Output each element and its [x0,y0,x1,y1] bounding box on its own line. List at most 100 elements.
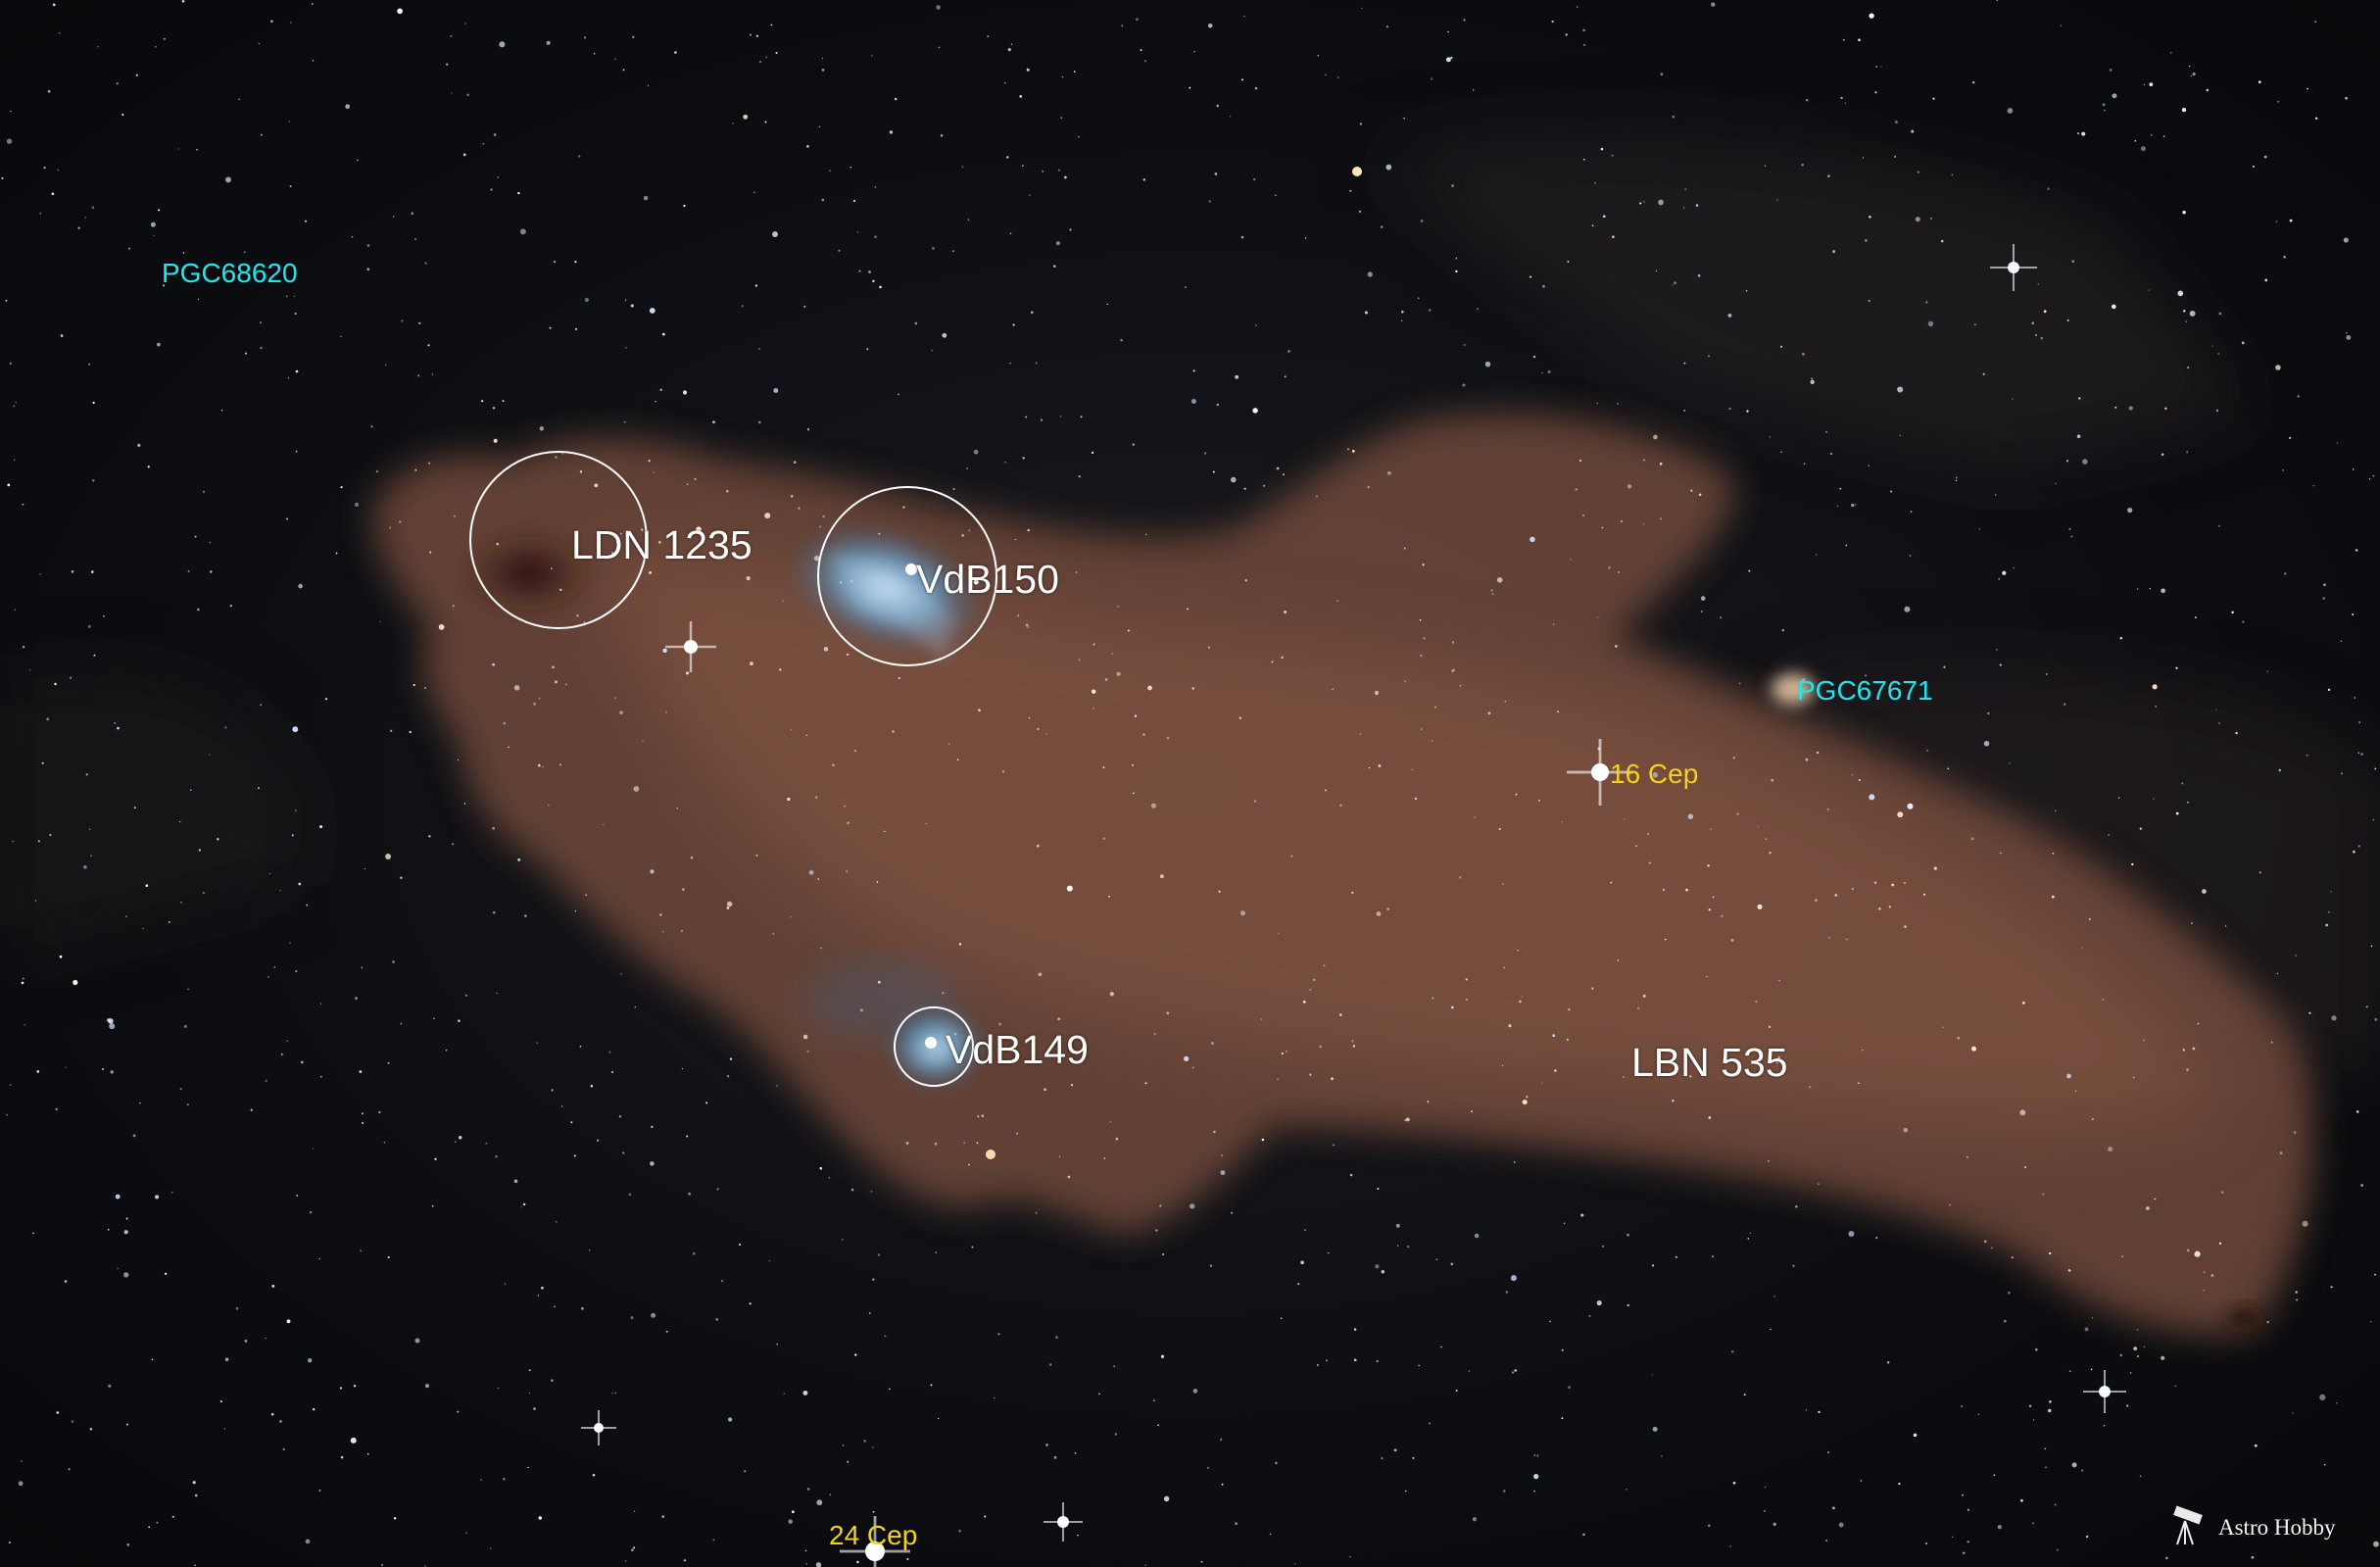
star [772,231,778,238]
star [2372,818,2375,821]
star [1097,1393,1100,1396]
star [1925,301,1928,304]
star [298,882,302,886]
star [1304,1229,1306,1231]
star [1802,678,1806,682]
star [1407,1246,1410,1249]
star [496,542,499,546]
star [2139,827,2142,830]
star [202,892,205,895]
star [497,176,500,178]
star [219,1400,222,1403]
star [1647,833,1649,835]
star [542,765,544,768]
star [2251,1555,2255,1559]
star [889,1388,891,1391]
star [2312,484,2315,487]
star [2283,255,2286,259]
star [88,828,91,830]
star [2356,1110,2359,1113]
star [2191,922,2193,924]
star [132,1134,136,1138]
star [1748,569,1751,572]
star [217,837,219,841]
star [387,1061,390,1064]
star [68,1468,71,1471]
star [1685,888,1688,892]
star [9,1084,12,1087]
star [775,51,778,55]
star [1045,1444,1048,1446]
star [1073,71,1076,73]
star [265,1079,267,1082]
star [457,1410,460,1413]
star [1120,339,1123,342]
star [1012,323,1015,326]
star [164,1272,168,1276]
star [1274,194,1277,197]
star [1061,75,1064,78]
star [171,1192,173,1194]
star [194,1564,196,1567]
star [1491,593,1494,596]
star [1435,1258,1437,1260]
star [194,535,197,538]
star [2133,1347,2138,1350]
star [189,789,192,792]
star [874,235,877,238]
star [877,1253,881,1256]
star [1708,355,1710,358]
star [1991,1247,1993,1249]
star [2019,1109,2026,1116]
star [1069,228,1072,231]
star [868,270,871,273]
star [1617,959,1620,961]
star [32,1232,34,1235]
star [610,1070,614,1074]
star [1022,165,1024,167]
star [1551,20,1554,24]
star [455,1141,457,1143]
star [579,1045,582,1048]
star [465,1532,467,1534]
star [1602,215,1606,219]
star [1897,811,1904,818]
star [1351,1040,1354,1043]
star [620,532,622,535]
star [1401,319,1403,321]
star [1381,225,1384,228]
star [1903,1127,1909,1133]
star [1857,1082,1860,1085]
star [1243,16,1245,18]
star [1001,770,1005,773]
star [1423,637,1426,640]
star [1106,303,1108,306]
star [588,1249,591,1251]
star [1377,1188,1380,1190]
star [1466,998,1469,1001]
star [1803,463,1806,465]
star [1240,235,1244,239]
ldn-1235-dark-core [461,529,598,617]
star [2154,1198,2157,1200]
star [1432,997,1434,1000]
star [744,1470,747,1473]
star [1596,616,1598,618]
star [1949,1203,1951,1206]
star [1818,1410,1821,1413]
star [1064,175,1067,179]
star [1144,1564,1147,1567]
star [2218,1242,2222,1246]
star [860,1008,863,1012]
star [392,216,395,218]
star [2252,166,2255,168]
star [1312,978,1316,981]
star [1963,1551,1966,1555]
star [2007,108,2014,114]
star [1412,1456,1415,1459]
star [295,809,297,811]
star [2197,1022,2200,1025]
star [2045,1466,2047,1469]
star [871,55,873,57]
star [2322,597,2325,600]
